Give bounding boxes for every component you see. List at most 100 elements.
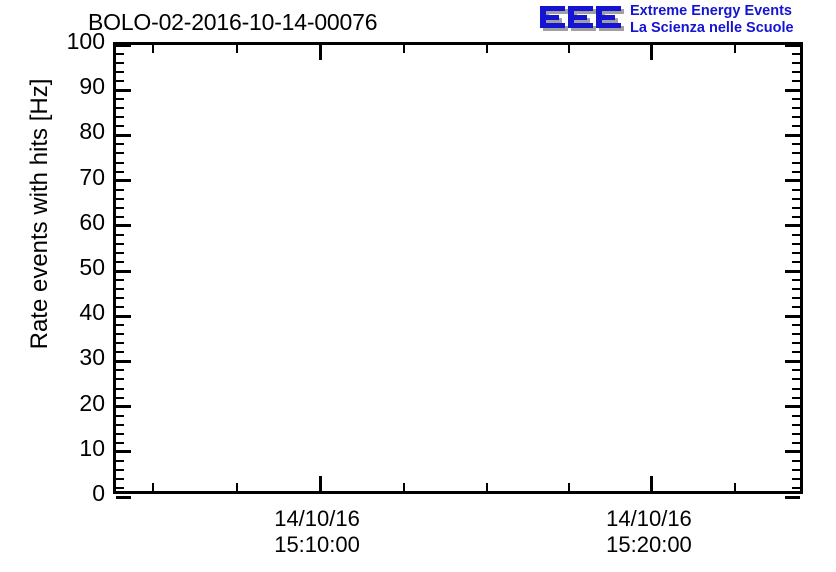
y-tick-minor [116, 423, 124, 426]
eee-logo-text: Extreme Energy Events La Scienza nelle S… [630, 3, 794, 37]
y-tick-minor [116, 342, 124, 345]
y-tick-right [792, 152, 800, 155]
y-tick-right [792, 306, 800, 309]
y-tick-minor [116, 297, 124, 300]
y-tick-major [116, 269, 131, 273]
y-tick-right [792, 53, 800, 56]
y-tick-minor [116, 125, 124, 128]
y-tick-minor [116, 468, 124, 471]
y-tick-label: 30 [79, 344, 105, 371]
y-tick-minor [116, 387, 124, 390]
y-tick-right [792, 80, 800, 83]
y-tick-right [792, 432, 800, 435]
y-tick-right [785, 405, 800, 409]
y-tick-right [785, 450, 800, 454]
x-tick-minor [567, 483, 570, 491]
y-tick-label: 20 [79, 389, 105, 416]
y-tick-minor [116, 215, 124, 218]
y-tick-minor [116, 188, 124, 191]
y-tick-major [116, 314, 131, 318]
y-tick-major [116, 450, 131, 454]
y-tick-minor [116, 279, 124, 282]
y-tick-label: 90 [79, 73, 105, 100]
y-tick-major [116, 224, 131, 228]
y-tick-label: 0 [92, 480, 105, 506]
y-tick-label: 10 [79, 434, 105, 461]
y-tick-minor [116, 206, 124, 209]
y-tick-right [792, 242, 800, 245]
x-tick-top [318, 45, 322, 60]
y-tick-minor [116, 414, 124, 417]
y-tick-right [792, 369, 800, 372]
y-tick-right [792, 197, 800, 200]
y-tick-minor [116, 459, 124, 462]
y-tick-right [792, 324, 800, 327]
x-tick-label: 14/10/16 15:10:00 [207, 506, 427, 558]
y-tick-minor [116, 116, 124, 119]
y-tick-minor [116, 441, 124, 444]
y-tick-right [792, 468, 800, 471]
y-tick-minor [116, 333, 124, 336]
y-tick-right [792, 396, 800, 399]
eee-mark-icon [538, 4, 624, 36]
x-tick-label-time: 15:10:00 [274, 532, 360, 557]
y-tick-major [116, 43, 131, 47]
y-tick-major [116, 88, 131, 92]
y-tick-right [792, 387, 800, 390]
y-tick-right [792, 143, 800, 146]
y-tick-minor [116, 251, 124, 254]
y-tick-minor [116, 288, 124, 291]
y-tick-right [792, 116, 800, 119]
y-tick-right [792, 351, 800, 354]
y-tick-right [792, 297, 800, 300]
y-tick-right [792, 62, 800, 65]
y-tick-minor [116, 242, 124, 245]
y-tick-right [785, 224, 800, 228]
y-tick-right [785, 179, 800, 183]
y-tick-right [792, 414, 800, 417]
y-tick-label: 50 [79, 254, 105, 280]
y-tick-label: 100 [66, 28, 105, 54]
y-tick-minor [116, 98, 124, 101]
y-tick-right [785, 495, 800, 499]
y-tick-right [792, 260, 800, 263]
y-tick-right [792, 188, 800, 191]
x-tick-minor [152, 483, 155, 491]
x-tick-label-date: 14/10/16 [606, 506, 692, 531]
y-tick-right [792, 288, 800, 291]
y-tick-minor [116, 161, 124, 164]
x-tick-major [650, 476, 654, 491]
y-tick-minor [116, 233, 124, 236]
plot-frame [113, 42, 803, 499]
y-tick-right [792, 441, 800, 444]
x-tick-minor [734, 483, 737, 491]
y-tick-minor [116, 351, 124, 354]
eee-logo: Extreme Energy Events La Scienza nelle S… [538, 2, 834, 42]
y-tick-right [792, 125, 800, 128]
y-tick-minor [116, 378, 124, 381]
y-tick-right [792, 251, 800, 254]
x-tick-label-time: 15:20:00 [606, 532, 692, 557]
y-tick-right [792, 98, 800, 101]
x-tick-minor [235, 483, 238, 491]
y-tick-label: 40 [79, 299, 105, 326]
eee-logo-line1: Extreme Energy Events [630, 3, 792, 19]
eee-logo-line2: La Scienza nelle Scuole [630, 20, 794, 36]
y-tick-minor [116, 396, 124, 399]
y-tick-minor [116, 477, 124, 480]
y-tick-right [792, 342, 800, 345]
y-tick-right [792, 486, 800, 489]
y-tick-right [792, 477, 800, 480]
y-tick-right [792, 107, 800, 110]
y-tick-minor [116, 432, 124, 435]
x-tick-top [402, 45, 405, 53]
y-tick-major [116, 179, 131, 183]
x-tick-minor [486, 483, 488, 491]
y-tick-major [116, 133, 131, 137]
y-tick-minor [116, 143, 124, 146]
y-tick-minor [116, 80, 124, 83]
y-tick-right [785, 314, 800, 318]
x-tick-label-date: 14/10/16 [274, 506, 360, 531]
y-tick-major [116, 495, 131, 499]
